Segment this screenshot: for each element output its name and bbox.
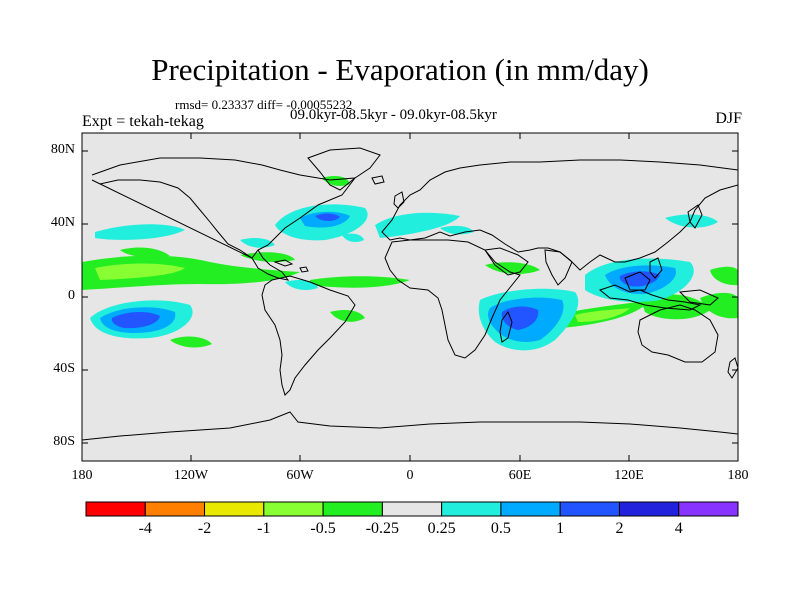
lat-label-40s: 40S [53,361,75,376]
lon-label-0: 0 [406,468,414,483]
anomaly-west-pacific-cyan [665,214,718,228]
coastline-india [544,249,573,286]
colorbar-swatch [500,501,561,517]
lon-label-120w: 120W [173,468,209,483]
lon-label-60w: 60W [286,468,314,483]
colorbar-swatch [263,501,324,517]
colorbar-label: -4 [138,520,152,537]
colorbar-swatch [559,501,620,517]
coastline-new-guinea [678,289,719,306]
colorbar-label: -0.5 [310,520,336,537]
coastline-greenland [307,147,381,191]
anomaly-east-pacific-cyan [285,280,318,290]
anomaly-atlantic-north-green [310,276,410,288]
period-label: 09.0kyr-08.5kyr - 09.0kyr-08.5kyr [290,107,497,123]
coastlines [82,147,738,441]
coastline-australia [637,304,719,363]
colorbar-swatch [678,501,739,517]
anomaly-south-pacific-green [170,336,212,348]
coastline-borneo [624,271,651,291]
colorbar-label: 0.5 [490,520,511,537]
colorbar-swatch [381,501,443,517]
coastline-indonesia [598,284,702,311]
anomaly-gulf-cyan [240,237,275,248]
lon-label-180e: 180 [727,468,749,483]
coastline-iceland [371,175,385,185]
colorbar-label: -2 [197,520,212,537]
lon-label-120e: 120E [614,468,644,483]
colorbar-swatch [618,501,680,517]
anomaly-fields [82,176,738,351]
anomaly-east-atlantic-cyan [375,212,460,238]
experiment-label: Expt = tekah-tekag [82,113,204,130]
lat-label-80n: 80N [50,142,75,157]
coastline-arabia [484,247,529,276]
colorbar-swatch [441,501,502,517]
colorbar-label: -1 [257,520,271,537]
coastline-japan [687,204,703,229]
colorbar-label: 4 [674,520,683,537]
anomaly-tropical-pacific-north-light [95,263,185,280]
anomaly-africa-green [485,262,540,275]
colorbar-swatch [204,501,265,517]
anomaly-australia-nw-green [700,292,738,319]
chart-title: Precipitation - Evaporation (in mm/day) [151,52,649,87]
anomaly-indian-ocean-south-light [575,308,630,322]
coastline-africa [384,239,521,359]
anomaly-north-pacific-green [240,252,295,263]
anomaly-pacific-green-west [120,247,170,258]
lat-label-40n: 40N [50,215,75,230]
lon-label-180w: 180 [71,468,93,483]
season-label: DJF [715,110,742,127]
coastline-madagascar [499,310,513,343]
coastline-antarctica [82,411,738,441]
coastline-uk [393,191,405,209]
anomaly-maritime-deep [619,271,660,287]
colorbar-label: 0.25 [427,520,456,537]
anomaly-south-pacific-deep [111,312,160,329]
lat-label-0: 0 [68,288,75,303]
anomaly-east-pacific-green [330,310,365,322]
lon-label-60e: 60E [508,468,532,483]
colorbar-swatch [144,501,206,517]
colorbar-label: 1 [556,520,565,537]
coastline-new-zealand [727,357,738,379]
coastline-south-america [261,275,356,396]
colorbar [85,501,739,517]
lat-label-80s: 80S [53,434,75,449]
coastline-philippines [649,257,663,279]
colorbar-swatch [322,501,383,517]
anomaly-north-pacific-cyan [95,224,185,240]
coastline-eurasia [381,159,738,271]
coastline-north-america [91,157,357,281]
colorbar-label: 2 [615,520,624,537]
colorbar-swatch [85,501,146,517]
rmsd-diff-stats: rmsd= 0.23337 diff= -0.00055232 [175,97,353,112]
axis-ticks [82,133,738,461]
anomaly-far-east-green [710,266,738,286]
anomaly-north-atlantic-deep [315,213,340,221]
anomaly-indian-ocean-deep [501,306,539,330]
colorbar-label: -0.25 [365,520,400,537]
coastline-caribbean [273,259,309,273]
anomaly-atlantic-mid-cyan [342,233,364,243]
